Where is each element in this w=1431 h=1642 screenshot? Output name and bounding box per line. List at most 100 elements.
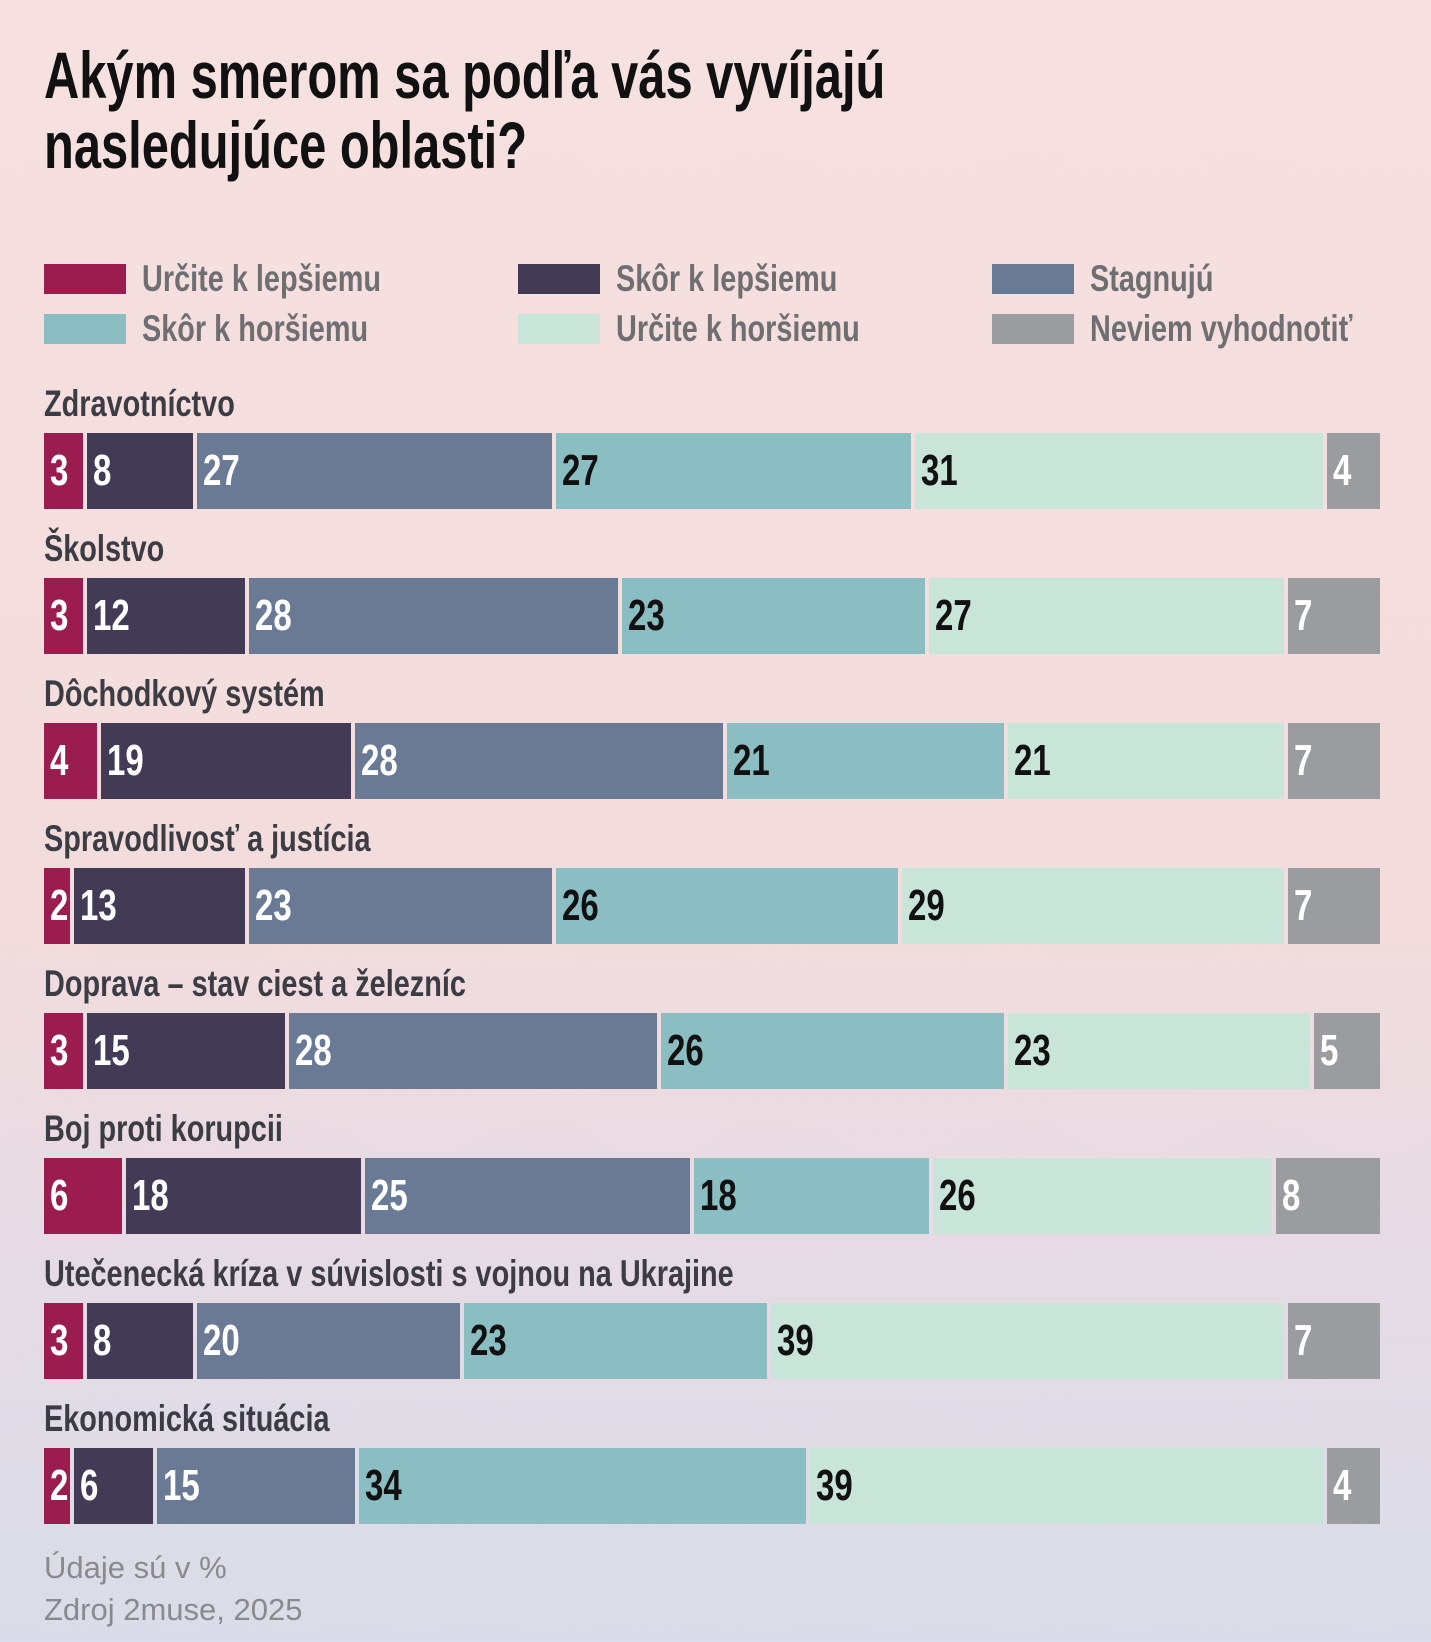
unit-note: Údaje sú v %	[44, 1550, 227, 1585]
bar-segment: 27	[556, 433, 912, 509]
bar-segment: 18	[126, 1158, 361, 1234]
data-label: 27	[934, 591, 972, 640]
bar-row: Školstvo 3 12 28 23 27 7	[44, 527, 1381, 654]
stacked-bar: 4 19 28 21 21 7	[44, 723, 1381, 799]
category-label: Utečenecká kríza v súvislosti s vojnou n…	[44, 1253, 734, 1294]
legend-swatch	[518, 264, 600, 294]
data-label: 4	[1333, 1461, 1352, 1510]
bar-segment: 6	[74, 1448, 154, 1524]
bar-row: Ekonomická situácia 2 6 15 34 39 4	[44, 1397, 1380, 1524]
category-label: Doprava – stav ciest a železníc	[44, 963, 466, 1004]
data-label: 23	[1013, 1026, 1051, 1075]
bar-segment: 28	[249, 578, 618, 654]
bar-segment: 28	[288, 1013, 658, 1089]
legend-swatch	[44, 264, 126, 294]
legend-swatch	[518, 314, 600, 344]
data-label: 8	[93, 1316, 112, 1365]
bar-row: Boj proti korupcii 6 18 25 18 26 8	[44, 1107, 1380, 1234]
bar-segment: 6	[44, 1158, 123, 1234]
legend-label: Stagnujú	[1090, 258, 1214, 299]
bar-segment: 2	[44, 868, 71, 944]
data-label: 27	[202, 446, 240, 495]
data-label: 13	[80, 881, 118, 930]
data-label: 3	[50, 446, 69, 495]
bar-segment: 39	[810, 1448, 1324, 1524]
bar-segment: 23	[249, 868, 553, 944]
legend-item: Určite k lepšiemu	[44, 258, 448, 300]
bar-segment: 25	[364, 1158, 691, 1234]
bar-segment: 28	[354, 723, 724, 799]
bar-segment: 15	[87, 1013, 285, 1089]
legend-swatch	[992, 264, 1074, 294]
bar-segment: 26	[661, 1013, 1004, 1089]
chart-title: Akým smerom sa podľa vás vyvíjajú nasled…	[44, 38, 886, 182]
data-label: 7	[1293, 736, 1313, 785]
bar-segment: 7	[1287, 1303, 1381, 1379]
data-label: 8	[93, 446, 112, 495]
bar-segment: 7	[1287, 868, 1380, 944]
stacked-bar: 3 8 20 23 39 7	[44, 1303, 1381, 1379]
data-label: 29	[908, 881, 945, 930]
bar-segment: 27	[196, 433, 553, 509]
bar-segment: 21	[1007, 723, 1284, 799]
legend-label: Skôr k lepšiemu	[616, 258, 838, 299]
stacked-bar: 2 13 23 26 29 7	[44, 868, 1380, 944]
legend-swatch	[992, 314, 1074, 344]
data-label: 39	[776, 1316, 814, 1365]
data-label: 21	[733, 736, 770, 785]
legend-label: Určite k lepšiemu	[142, 258, 381, 299]
stacked-bar: 3 12 28 23 27 7	[44, 578, 1381, 654]
bar-segment: 27	[928, 578, 1284, 654]
bar-segment: 8	[1275, 1158, 1380, 1234]
data-label: 26	[938, 1171, 976, 1220]
bar-segment: 39	[770, 1303, 1284, 1379]
bar-row: Dôchodkový systém 4 19 28 21 21 7	[44, 672, 1381, 799]
bar-row: Zdravotníctvo 3 8 27 27 31 4	[44, 382, 1380, 509]
bar-segment: 3	[44, 1013, 84, 1089]
data-label: 23	[627, 591, 665, 640]
data-label: 19	[106, 736, 144, 785]
bar-segment: 4	[1327, 433, 1380, 509]
bar-segment: 34	[358, 1448, 807, 1524]
data-label: 7	[1293, 1316, 1313, 1365]
data-label: 21	[1013, 736, 1051, 785]
legend-label: Určite k horšiemu	[616, 308, 860, 349]
legend-swatch	[44, 314, 126, 344]
data-label: 28	[360, 736, 398, 785]
bar-row: Utečenecká kríza v súvislosti s vojnou n…	[44, 1252, 1381, 1379]
bar-segment: 23	[463, 1303, 767, 1379]
category-label: Spravodlivosť a justícia	[44, 818, 371, 859]
bar-segment: 20	[196, 1303, 460, 1379]
bar-row: Doprava – stav ciest a železníc 3 15 28 26 23…	[44, 962, 1381, 1089]
bar-segment: 3	[44, 1303, 84, 1379]
data-label: 7	[1293, 881, 1313, 930]
bar-segment: 2	[44, 1448, 71, 1524]
bar-segment: 26	[932, 1158, 1272, 1234]
bar-row: Spravodlivosť a justícia 2 13 23 26 29 7	[44, 817, 1380, 944]
data-label: 28	[294, 1026, 332, 1075]
legend-item: Určite k horšiemu	[518, 308, 929, 350]
data-label: 4	[1333, 446, 1352, 495]
stacked-bar: 2 6 15 34 39 4	[44, 1448, 1380, 1524]
data-label: 31	[921, 446, 959, 495]
legend-item: Neviem vyhodnotiť	[992, 308, 1426, 350]
data-label: 4	[50, 736, 69, 785]
data-label: 28	[255, 591, 293, 640]
data-label: 12	[93, 591, 131, 640]
data-label: 23	[255, 881, 293, 930]
data-label: 26	[562, 881, 599, 930]
bar-segment: 12	[87, 578, 246, 654]
bar-segment: 4	[44, 723, 97, 799]
data-label: 34	[364, 1461, 402, 1510]
data-label: 15	[93, 1026, 131, 1075]
data-label: 2	[50, 881, 69, 930]
bar-segment: 15	[157, 1448, 355, 1524]
data-label: 18	[132, 1171, 169, 1220]
data-label: 5	[1320, 1026, 1339, 1075]
category-label: Školstvo	[44, 528, 165, 569]
data-label: 20	[202, 1316, 240, 1365]
legend-label: Neviem vyhodnotiť	[1090, 308, 1353, 349]
bar-segment: 13	[74, 868, 246, 944]
bar-segment: 21	[727, 723, 1004, 799]
data-label: 25	[370, 1171, 408, 1220]
